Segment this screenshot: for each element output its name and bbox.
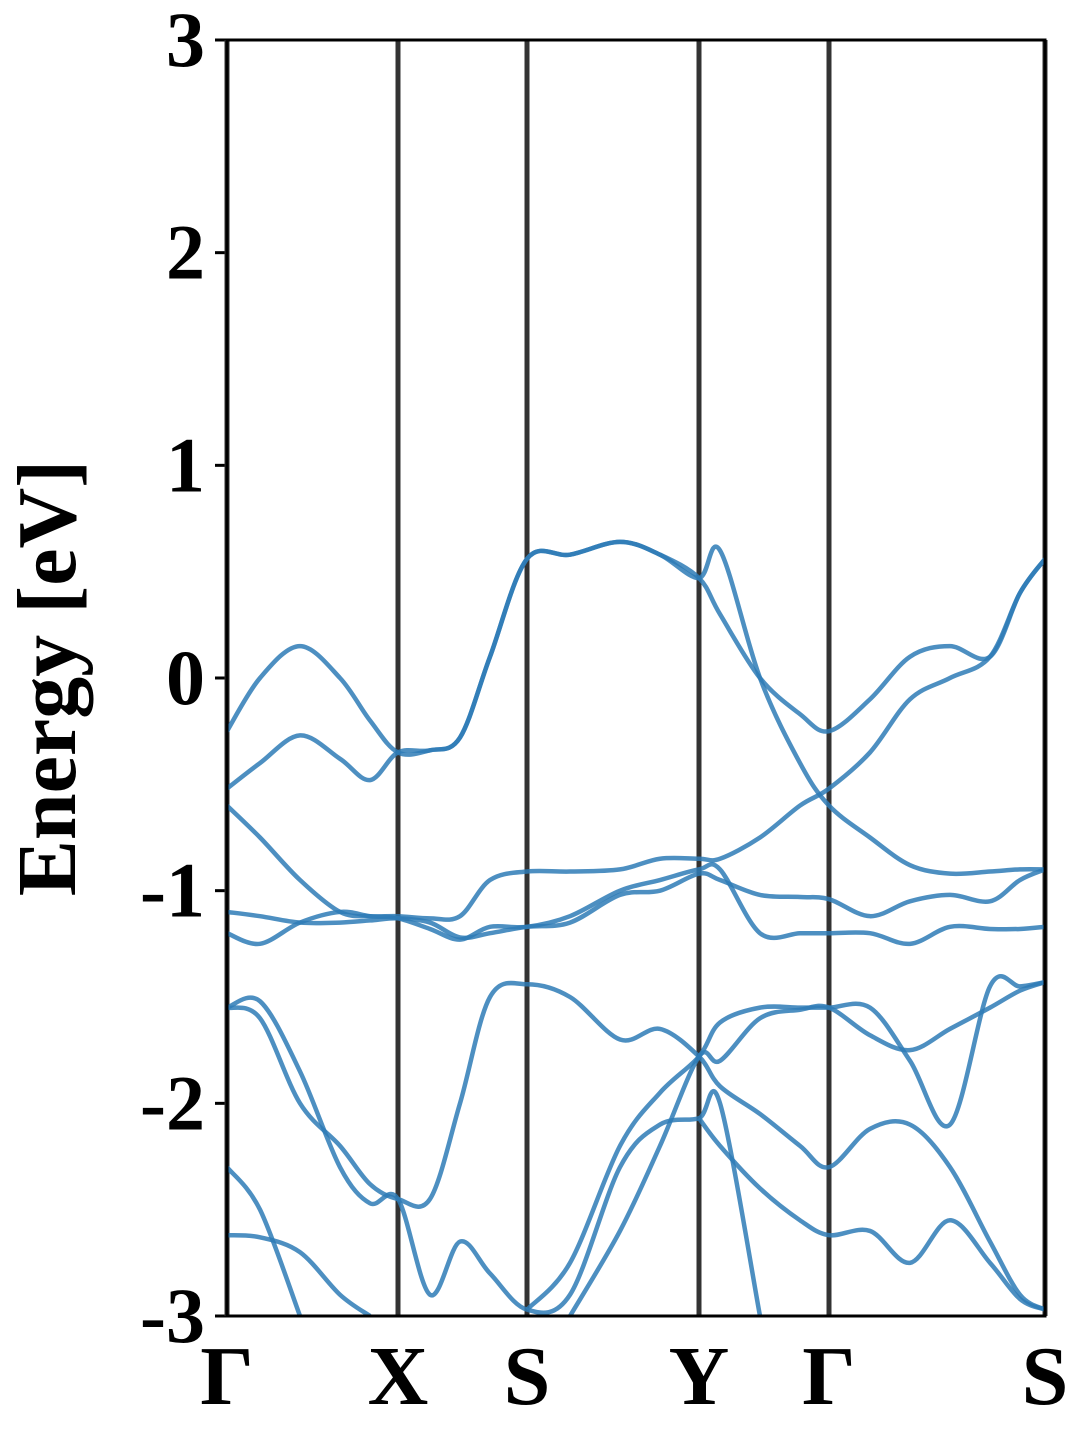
x-tick-label: Γ [802, 1330, 855, 1423]
plot-frame [225, 38, 1047, 1318]
y-tick-label: -1 [140, 847, 205, 934]
band-line [227, 862, 1045, 947]
x-tick-label: Y [669, 1330, 730, 1423]
y-tick-label: -2 [140, 1059, 205, 1146]
band-line [227, 1232, 372, 1316]
band-line [227, 980, 1045, 1312]
x-tick-label: Γ [200, 1330, 253, 1423]
band-line [227, 539, 1045, 757]
x-tick-label: X [368, 1330, 429, 1423]
x-tick-label: S [504, 1330, 551, 1423]
y-tick-label: -3 [140, 1272, 205, 1359]
band-line [227, 867, 1045, 941]
y-axis-label: Energy [eV] [1, 460, 94, 896]
x-tick-label: S [1022, 1330, 1069, 1423]
y-tick-label: 1 [166, 421, 205, 508]
band-line [227, 995, 763, 1316]
band-line [227, 539, 1045, 877]
band-line [568, 979, 1045, 1316]
band-line [227, 557, 1045, 922]
y-tick-label: 2 [166, 209, 205, 296]
y-tick-label: 0 [166, 634, 205, 721]
y-tick-label: 3 [166, 0, 205, 83]
band-line [227, 1116, 1045, 1316]
